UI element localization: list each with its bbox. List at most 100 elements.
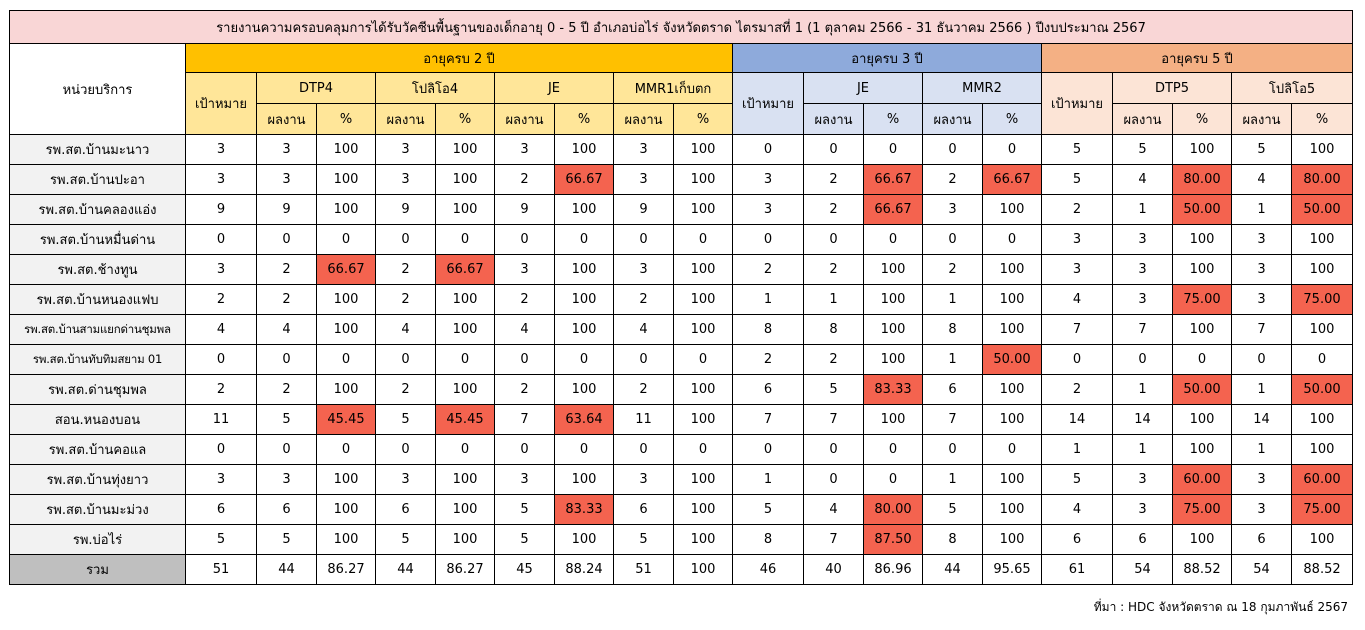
value-cell: 6: [613, 494, 674, 525]
percent-cell: 100: [1290, 404, 1354, 435]
percent-cell: 75.00: [1290, 284, 1354, 315]
percent-cell: 66.67: [863, 194, 923, 225]
vaccine-header-polio5: โปลิโอ5: [1230, 72, 1354, 104]
percent-cell: 0: [982, 434, 1042, 465]
value-cell: 0: [613, 434, 674, 465]
percent-cell: 66.67: [316, 254, 376, 285]
vaccine-header-dtp5: DTP5: [1112, 72, 1232, 104]
percent-cell: 100: [554, 194, 614, 225]
percent-cell: 100: [982, 194, 1042, 225]
value-cell: 8: [803, 314, 864, 345]
value-cell: 8: [922, 314, 983, 345]
percent-cell: 100: [673, 194, 733, 225]
value-cell: 46: [732, 554, 804, 585]
value-cell: 2: [922, 164, 983, 195]
value-cell: 4: [1112, 164, 1173, 195]
value-cell: 2: [256, 374, 317, 405]
value-cell: 0: [494, 224, 555, 255]
value-cell: 7: [803, 524, 864, 555]
result-header: ผลงาน: [494, 103, 555, 135]
percent-cell: 100: [554, 134, 614, 165]
value-cell: 3: [1112, 254, 1173, 285]
value-cell: 44: [375, 554, 436, 585]
value-cell: 4: [494, 314, 555, 345]
coverage-report-table: รายงานความครอบคลุมการได้รับวัคซีนพื้นฐาน…: [8, 10, 1354, 585]
table-row: รพ.สต.บ้านปะอา 3 3 100 3 100 2 66.67 3 100 3 2 66.67…: [9, 164, 1354, 195]
group-age-2-header: อายุครบ 2 ปี: [185, 43, 733, 73]
percent-cell: 100: [982, 314, 1042, 345]
value-cell: 7: [1231, 314, 1292, 345]
value-cell: 3: [185, 164, 257, 195]
percent-cell: 0: [1290, 344, 1354, 375]
value-cell: 0: [803, 464, 864, 495]
value-cell: 8: [732, 524, 804, 555]
value-cell: 3: [375, 134, 436, 165]
value-cell: 2: [1041, 374, 1113, 405]
percent-cell: 95.65: [982, 554, 1042, 585]
value-cell: 51: [613, 554, 674, 585]
value-cell: 3: [1112, 224, 1173, 255]
percent-header: %: [863, 103, 923, 135]
percent-cell: 100: [863, 254, 923, 285]
vaccine-header-dtp4: DTP4: [256, 72, 376, 104]
percent-cell: 100: [673, 254, 733, 285]
value-cell: 0: [256, 434, 317, 465]
percent-cell: 50.00: [982, 344, 1042, 375]
percent-cell: 100: [1172, 404, 1232, 435]
value-cell: 3: [256, 464, 317, 495]
result-header: ผลงาน: [922, 103, 983, 135]
percent-cell: 100: [1172, 314, 1232, 345]
percent-cell: 100: [982, 404, 1042, 435]
value-cell: 0: [375, 344, 436, 375]
value-cell: 5: [732, 494, 804, 525]
value-cell: 2: [494, 374, 555, 405]
percent-cell: 100: [435, 464, 495, 495]
vaccine-header-mmr1: MMR1เก็บตก: [613, 72, 733, 104]
percent-cell: 100: [316, 494, 376, 525]
percent-cell: 100: [673, 314, 733, 345]
value-cell: 5: [185, 524, 257, 555]
unit-name-cell: รพ.สต.บ้านสามแยกด่านชุมพล: [9, 314, 186, 345]
result-header: ผลงาน: [1231, 103, 1292, 135]
value-cell: 11: [185, 404, 257, 435]
percent-cell: 100: [1290, 524, 1354, 555]
value-cell: 1: [1041, 434, 1113, 465]
value-cell: 9: [256, 194, 317, 225]
percent-cell: 100: [673, 524, 733, 555]
percent-cell: 45.45: [435, 404, 495, 435]
value-cell: 54: [1231, 554, 1292, 585]
percent-cell: 100: [863, 314, 923, 345]
report-title: รายงานความครอบคลุมการได้รับวัคซีนพื้นฐาน…: [8, 10, 1354, 44]
value-cell: 7: [494, 404, 555, 435]
percent-cell: 100: [1290, 314, 1354, 345]
value-cell: 3: [1231, 464, 1292, 495]
group-age-5-header: อายุครบ 5 ปี: [1040, 43, 1354, 73]
value-cell: 3: [922, 194, 983, 225]
total-row: รวม 51 44 86.27 44 86.27 45 88.24 51 100 46 40 86.96…: [9, 554, 1354, 585]
percent-cell: 100: [982, 374, 1042, 405]
value-cell: 0: [732, 434, 804, 465]
unit-name-cell: รพ.สต.บ้านคลองแอ่ง: [9, 194, 186, 225]
percent-cell: 100: [1172, 134, 1232, 165]
percent-cell: 100: [982, 524, 1042, 555]
result-header: ผลงาน: [613, 103, 674, 135]
percent-cell: 0: [316, 434, 376, 465]
percent-cell: 63.64: [554, 404, 614, 435]
value-cell: 2: [494, 164, 555, 195]
table-row: รพ.สต.บ้านทับทิมสยาม 01 0 0 0 0 0 0 0 0 0 2 2 100 1 50…: [9, 344, 1354, 375]
value-cell: 3: [613, 134, 674, 165]
value-cell: 6: [732, 374, 804, 405]
value-cell: 5: [1112, 134, 1173, 165]
target-header-age-3: เป้าหมาย: [732, 72, 804, 135]
percent-cell: 50.00: [1172, 374, 1232, 405]
percent-cell: 50.00: [1290, 194, 1354, 225]
percent-cell: 0: [435, 224, 495, 255]
table-row: รพ.สต.บ้านหนองแฟบ 2 2 100 2 100 2 100 2 100 1 1 100 1…: [9, 284, 1354, 315]
table-row: สอน.หนองบอน 11 5 45.45 5 45.45 7 63.64 11 100 7 7 10…: [9, 404, 1354, 435]
value-cell: 1: [732, 464, 804, 495]
percent-cell: 0: [863, 224, 923, 255]
percent-cell: 75.00: [1172, 284, 1232, 315]
percent-cell: 100: [316, 314, 376, 345]
value-cell: 0: [494, 344, 555, 375]
value-cell: 0: [494, 434, 555, 465]
